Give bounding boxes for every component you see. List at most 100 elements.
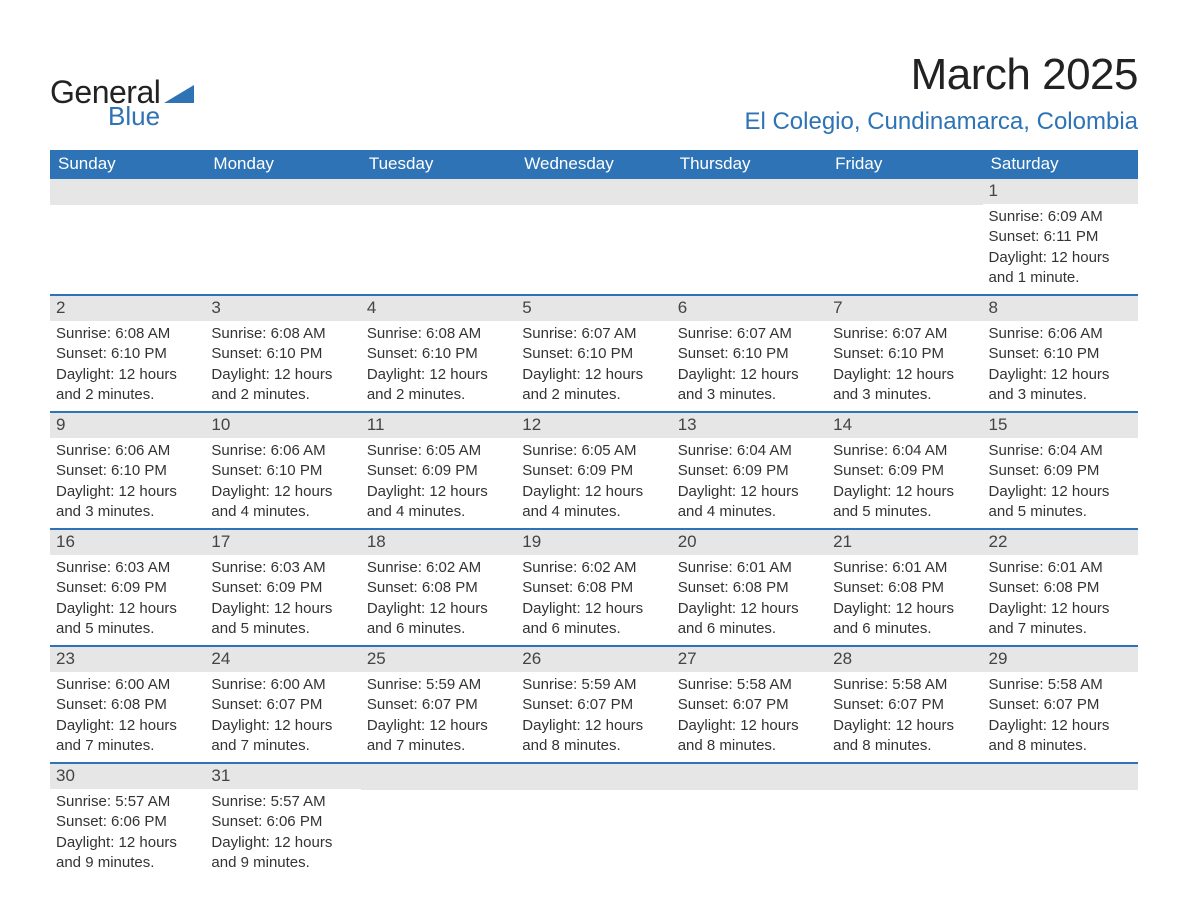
day-number: 20: [672, 530, 827, 555]
day-cell: 29Sunrise: 5:58 AMSunset: 6:07 PMDayligh…: [983, 647, 1138, 762]
day-cell: [516, 179, 671, 294]
day-daylight1: Daylight: 12 hours: [211, 599, 354, 619]
day-sunset: Sunset: 6:09 PM: [211, 578, 354, 598]
day-body: Sunrise: 6:02 AMSunset: 6:08 PMDaylight:…: [361, 555, 516, 645]
day-daylight1: Daylight: 12 hours: [56, 482, 199, 502]
day-body: Sunrise: 5:58 AMSunset: 6:07 PMDaylight:…: [983, 672, 1138, 762]
day-cell: 21Sunrise: 6:01 AMSunset: 6:08 PMDayligh…: [827, 530, 982, 645]
day-body: Sunrise: 6:06 AMSunset: 6:10 PMDaylight:…: [50, 438, 205, 528]
day-sunset: Sunset: 6:07 PM: [211, 695, 354, 715]
day-daylight2: and 5 minutes.: [989, 502, 1132, 522]
day-daylight1: Daylight: 12 hours: [56, 833, 199, 853]
day-daylight2: and 4 minutes.: [678, 502, 821, 522]
empty-daynum-bar: [983, 764, 1138, 790]
day-cell: [827, 764, 982, 879]
day-sunset: Sunset: 6:09 PM: [989, 461, 1132, 481]
day-number: 27: [672, 647, 827, 672]
day-cell: 9Sunrise: 6:06 AMSunset: 6:10 PMDaylight…: [50, 413, 205, 528]
day-body: Sunrise: 6:03 AMSunset: 6:09 PMDaylight:…: [205, 555, 360, 645]
day-sunrise: Sunrise: 6:00 AM: [56, 675, 199, 695]
day-body: Sunrise: 5:58 AMSunset: 6:07 PMDaylight:…: [672, 672, 827, 762]
day-body: Sunrise: 6:07 AMSunset: 6:10 PMDaylight:…: [516, 321, 671, 411]
day-sunset: Sunset: 6:07 PM: [367, 695, 510, 715]
day-daylight2: and 5 minutes.: [211, 619, 354, 639]
day-daylight2: and 4 minutes.: [211, 502, 354, 522]
dow-cell: Saturday: [983, 150, 1138, 179]
day-daylight2: and 8 minutes.: [989, 736, 1132, 756]
week-row: 23Sunrise: 6:00 AMSunset: 6:08 PMDayligh…: [50, 645, 1138, 762]
day-body: Sunrise: 6:00 AMSunset: 6:08 PMDaylight:…: [50, 672, 205, 762]
day-daylight2: and 9 minutes.: [56, 853, 199, 873]
day-body: Sunrise: 6:03 AMSunset: 6:09 PMDaylight:…: [50, 555, 205, 645]
empty-day-body: [672, 205, 827, 285]
day-sunset: Sunset: 6:09 PM: [56, 578, 199, 598]
day-sunrise: Sunrise: 5:58 AM: [833, 675, 976, 695]
empty-day-body: [516, 205, 671, 285]
day-sunset: Sunset: 6:09 PM: [678, 461, 821, 481]
day-sunrise: Sunrise: 5:59 AM: [522, 675, 665, 695]
day-sunrise: Sunrise: 5:58 AM: [989, 675, 1132, 695]
day-sunset: Sunset: 6:10 PM: [678, 344, 821, 364]
day-daylight2: and 2 minutes.: [211, 385, 354, 405]
day-number: 23: [50, 647, 205, 672]
day-body: Sunrise: 6:01 AMSunset: 6:08 PMDaylight:…: [983, 555, 1138, 645]
day-cell: 17Sunrise: 6:03 AMSunset: 6:09 PMDayligh…: [205, 530, 360, 645]
day-sunrise: Sunrise: 6:02 AM: [367, 558, 510, 578]
day-body: Sunrise: 6:05 AMSunset: 6:09 PMDaylight:…: [516, 438, 671, 528]
day-cell: 3Sunrise: 6:08 AMSunset: 6:10 PMDaylight…: [205, 296, 360, 411]
day-body: Sunrise: 6:02 AMSunset: 6:08 PMDaylight:…: [516, 555, 671, 645]
day-body: Sunrise: 5:57 AMSunset: 6:06 PMDaylight:…: [50, 789, 205, 879]
day-daylight2: and 7 minutes.: [367, 736, 510, 756]
day-cell: 15Sunrise: 6:04 AMSunset: 6:09 PMDayligh…: [983, 413, 1138, 528]
dow-cell: Sunday: [50, 150, 205, 179]
day-number: 31: [205, 764, 360, 789]
day-sunset: Sunset: 6:08 PM: [522, 578, 665, 598]
day-body: Sunrise: 6:01 AMSunset: 6:08 PMDaylight:…: [672, 555, 827, 645]
day-sunrise: Sunrise: 6:01 AM: [989, 558, 1132, 578]
day-daylight2: and 5 minutes.: [833, 502, 976, 522]
day-body: Sunrise: 6:04 AMSunset: 6:09 PMDaylight:…: [827, 438, 982, 528]
day-body: Sunrise: 6:07 AMSunset: 6:10 PMDaylight:…: [827, 321, 982, 411]
day-of-week-header: SundayMondayTuesdayWednesdayThursdayFrid…: [50, 150, 1138, 179]
day-daylight2: and 6 minutes.: [367, 619, 510, 639]
day-sunset: Sunset: 6:08 PM: [833, 578, 976, 598]
week-row: 2Sunrise: 6:08 AMSunset: 6:10 PMDaylight…: [50, 294, 1138, 411]
day-sunrise: Sunrise: 6:05 AM: [522, 441, 665, 461]
day-number: 6: [672, 296, 827, 321]
day-daylight2: and 1 minute.: [989, 268, 1132, 288]
day-daylight1: Daylight: 12 hours: [522, 599, 665, 619]
day-daylight1: Daylight: 12 hours: [56, 599, 199, 619]
empty-daynum-bar: [672, 764, 827, 790]
day-daylight2: and 7 minutes.: [211, 736, 354, 756]
day-sunrise: Sunrise: 6:08 AM: [211, 324, 354, 344]
day-daylight2: and 8 minutes.: [833, 736, 976, 756]
day-daylight1: Daylight: 12 hours: [833, 716, 976, 736]
day-body: Sunrise: 6:04 AMSunset: 6:09 PMDaylight:…: [672, 438, 827, 528]
day-sunrise: Sunrise: 6:01 AM: [678, 558, 821, 578]
day-cell: 10Sunrise: 6:06 AMSunset: 6:10 PMDayligh…: [205, 413, 360, 528]
day-number: 4: [361, 296, 516, 321]
day-number: 9: [50, 413, 205, 438]
day-body: Sunrise: 6:09 AMSunset: 6:11 PMDaylight:…: [983, 204, 1138, 294]
day-sunset: Sunset: 6:10 PM: [211, 344, 354, 364]
day-cell: 6Sunrise: 6:07 AMSunset: 6:10 PMDaylight…: [672, 296, 827, 411]
day-number: 16: [50, 530, 205, 555]
calendar-grid: SundayMondayTuesdayWednesdayThursdayFrid…: [50, 150, 1138, 879]
header-row: General Blue March 2025 El Colegio, Cund…: [50, 50, 1138, 136]
day-body: Sunrise: 6:04 AMSunset: 6:09 PMDaylight:…: [983, 438, 1138, 528]
day-body: Sunrise: 5:59 AMSunset: 6:07 PMDaylight:…: [361, 672, 516, 762]
day-daylight2: and 4 minutes.: [522, 502, 665, 522]
day-daylight1: Daylight: 12 hours: [522, 482, 665, 502]
day-cell: 24Sunrise: 6:00 AMSunset: 6:07 PMDayligh…: [205, 647, 360, 762]
week-row: 1Sunrise: 6:09 AMSunset: 6:11 PMDaylight…: [50, 179, 1138, 294]
day-number: 14: [827, 413, 982, 438]
day-sunrise: Sunrise: 6:07 AM: [833, 324, 976, 344]
day-daylight2: and 6 minutes.: [833, 619, 976, 639]
month-title: March 2025: [744, 50, 1138, 100]
day-daylight2: and 4 minutes.: [367, 502, 510, 522]
day-daylight1: Daylight: 12 hours: [211, 482, 354, 502]
day-daylight1: Daylight: 12 hours: [211, 833, 354, 853]
day-daylight1: Daylight: 12 hours: [367, 482, 510, 502]
day-sunset: Sunset: 6:08 PM: [678, 578, 821, 598]
title-block: March 2025 El Colegio, Cundinamarca, Col…: [744, 50, 1138, 136]
